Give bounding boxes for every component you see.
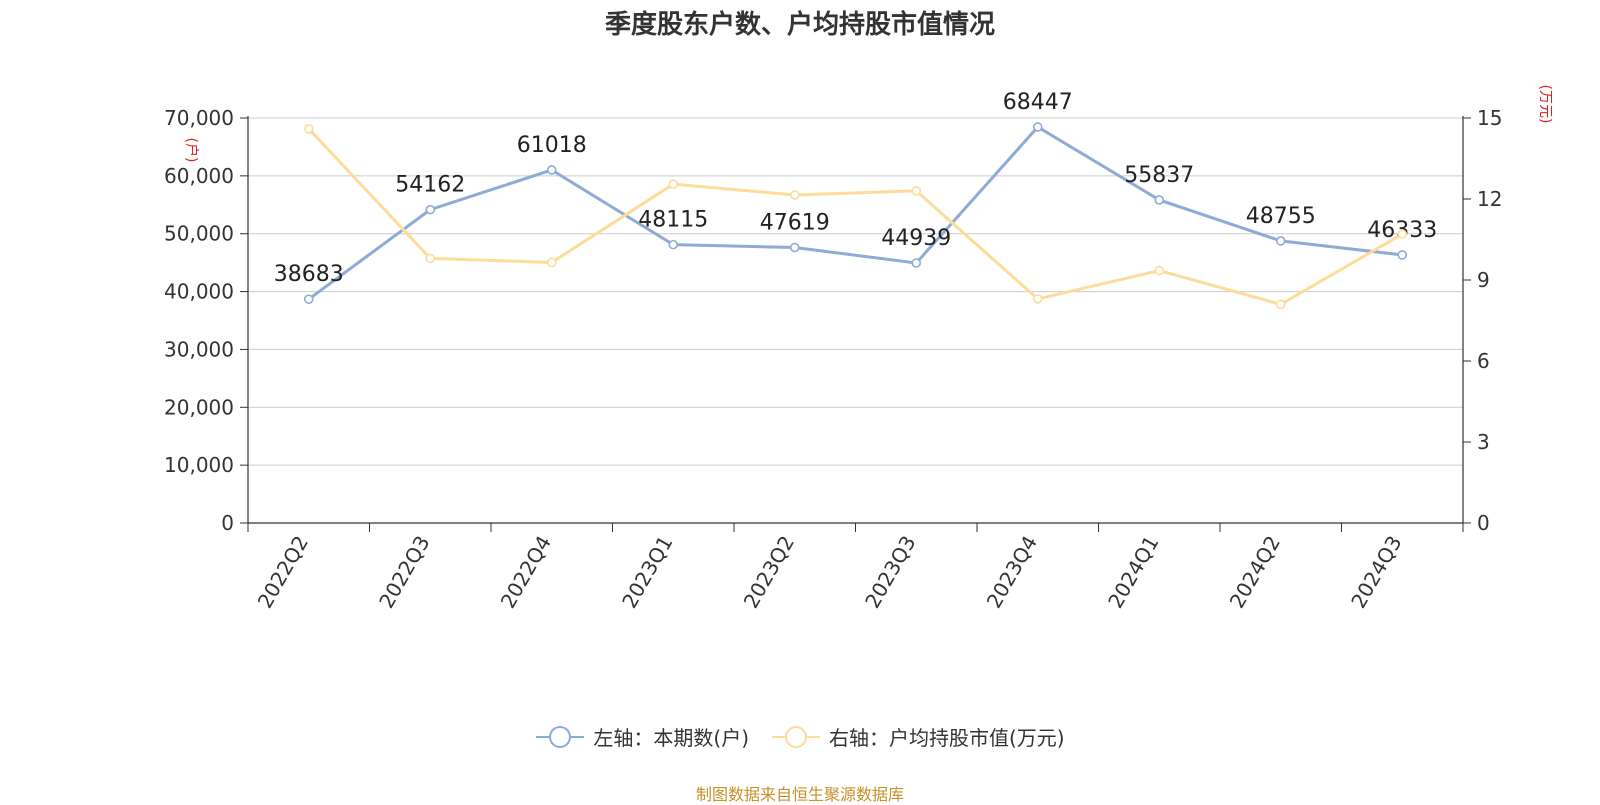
data-label: 48755 [1246, 204, 1316, 229]
data-point-0 [303, 294, 314, 304]
right-axis-tick-label: 0 [1477, 511, 1490, 535]
left-axis-tick-label: 20,000 [164, 395, 234, 419]
data-label: 47619 [760, 210, 830, 235]
data-point-1 [1154, 265, 1165, 276]
data-point-1 [1275, 299, 1286, 310]
left-axis-tick-label: 70,000 [164, 106, 234, 130]
right-axis-tick-label: 6 [1477, 349, 1490, 373]
data-point-1 [911, 186, 922, 196]
data-point-0 [546, 165, 557, 175]
data-point-0 [789, 242, 800, 253]
data-point-1 [1397, 229, 1408, 239]
data-point-1 [668, 179, 679, 189]
x-axis-tick-label: 2022Q2 [253, 532, 313, 613]
x-axis-tick-label: 2024Q1 [1103, 532, 1163, 613]
data-point-0 [1032, 122, 1043, 132]
legend: 左轴：本期数(户) 右轴：户均持股市值(万元) [0, 722, 1600, 751]
data-label: 54162 [395, 173, 465, 198]
chart-title: 季度股东户数、户均持股市值情况 [604, 10, 995, 40]
data-point-0 [668, 239, 679, 250]
data-point-0 [1275, 236, 1286, 246]
data-label: 55837 [1124, 163, 1194, 188]
left-axis-tick-label: 30,000 [164, 337, 234, 361]
data-point-1 [1032, 294, 1043, 304]
x-axis-tick-label: 2023Q3 [860, 532, 920, 613]
x-axis-tick-label: 2022Q4 [496, 532, 556, 613]
data-point-1 [546, 257, 557, 268]
x-axis-tick-label: 2022Q3 [374, 532, 434, 613]
data-label: 68447 [1003, 90, 1073, 115]
x-axis-tick-label: 2023Q1 [617, 532, 677, 613]
right-axis-tick-label: 12 [1477, 187, 1502, 211]
legend-item-avg-value[interactable]: 右轴：户均持股市值(万元) [771, 722, 1065, 751]
left-axis-tick-label: 10,000 [164, 453, 234, 477]
right-axis-tick-label: 9 [1477, 268, 1490, 292]
source-note: 制图数据来自恒生聚源数据库 [695, 785, 904, 804]
right-axis-unit: (万元) [1537, 85, 1553, 124]
data-point-0 [911, 258, 922, 268]
x-axis-tick-label: 2024Q2 [1225, 532, 1285, 613]
legend-marker-households [536, 725, 585, 748]
right-axis-tick-label: 3 [1477, 430, 1490, 454]
right-axis-tick-label: 15 [1477, 106, 1502, 130]
x-axis-tick-label: 2023Q2 [739, 532, 799, 613]
legend-label-households: 左轴：本期数(户) [593, 726, 749, 750]
left-axis-tick-label: 50,000 [164, 222, 234, 246]
x-axis-tick-label: 2024Q3 [1346, 532, 1406, 613]
data-label: 48115 [638, 208, 708, 233]
x-axis-tick-label: 2023Q4 [982, 532, 1042, 613]
data-point-1 [425, 253, 436, 264]
data-label: 61018 [517, 133, 587, 158]
data-point-0 [425, 204, 436, 215]
data-point-1 [303, 124, 314, 134]
left-axis-tick-label: 0 [221, 511, 234, 535]
legend-marker-avg-value [772, 725, 820, 748]
data-label: 38683 [274, 262, 344, 287]
left-axis-unit: (户) [183, 138, 200, 163]
legend-label-avg-value: 右轴：户均持股市值(万元) [829, 726, 1065, 750]
data-point-1 [789, 190, 800, 200]
data-label: 44939 [881, 226, 951, 251]
series-line-1 [307, 127, 1404, 306]
left-axis-tick-label: 40,000 [164, 280, 234, 304]
left-axis-tick-label: 60,000 [164, 164, 234, 188]
data-point-0 [1397, 250, 1408, 260]
data-point-0 [1154, 195, 1165, 205]
legend-item-households[interactable]: 左轴：本期数(户) [535, 722, 749, 751]
series-line-0 [307, 125, 1403, 301]
